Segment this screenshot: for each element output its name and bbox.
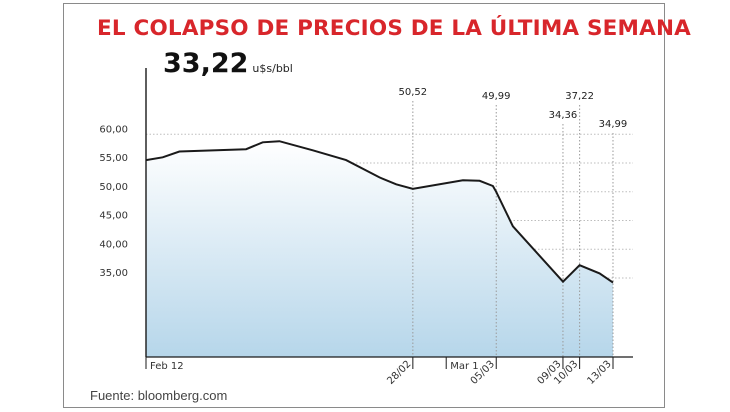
axes [145,68,633,369]
current-price-unit: u$s/bbl [252,62,293,75]
annotation-label: 34,36 [549,110,578,121]
y-tick-label: 50,00 [99,182,128,193]
source-note: Fuente: bloomberg.com [90,388,228,403]
current-price-value: 33,22 [163,48,249,79]
x-tick-label: 13/03 [586,359,614,387]
annotation-label: 37,22 [565,91,594,102]
x-tick-label: Mar 1 [450,361,478,372]
guide-lines [412,101,614,357]
annotation-label: 34,99 [599,119,628,130]
price-line [145,140,614,284]
annotation-label: 50,52 [399,87,428,98]
x-tick-label: 28/02 [385,359,413,387]
x-tick-label: Feb 12 [150,361,184,372]
y-tick-label: 40,00 [99,239,128,250]
y-tick-label: 60,00 [99,124,128,135]
price-area [146,141,613,357]
y-tick-label: 45,00 [99,211,128,222]
annotation-labels: 50,52 49,99 34,36 37,22 34,99 [399,87,628,130]
annotation-label: 49,99 [482,91,511,102]
y-tick-label: 35,00 [99,268,128,279]
y-tick-label: 55,00 [99,153,128,164]
current-price: 33,22 u$s/bbl [163,48,293,79]
y-tick-labels: 60,00 55,00 50,00 45,00 40,00 35,00 [99,124,128,279]
chart-title: EL COLAPSO DE PRECIOS DE LA ÚLTIMA SEMAN… [97,16,691,41]
